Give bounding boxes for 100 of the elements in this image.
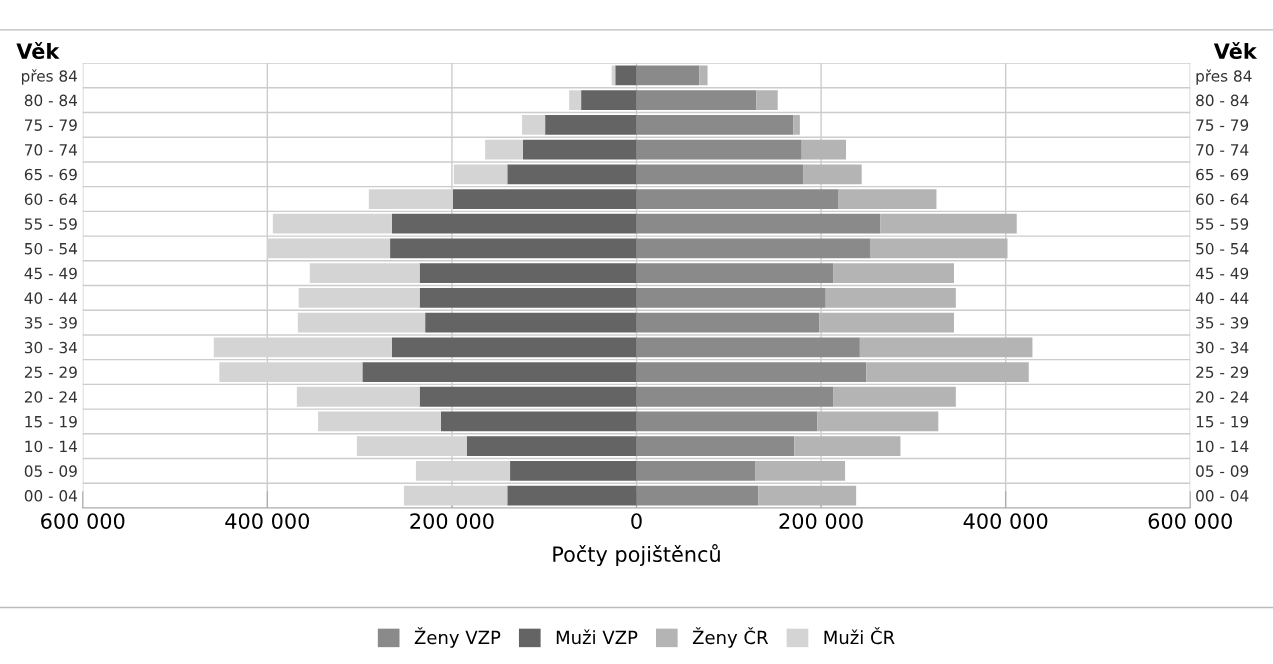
category-label: 75 - 79: [25, 119, 77, 131]
bar: [615, 65, 637, 86]
category-label: 05 - 09: [24, 465, 77, 477]
x-tick-label: 600 000: [1148, 513, 1232, 529]
bar: [507, 164, 637, 185]
category-label: 65 - 69: [24, 168, 77, 181]
bar: [510, 461, 637, 481]
category-label: 00 - 04: [24, 490, 78, 502]
bar: [758, 485, 857, 506]
bar: [391, 337, 637, 358]
bar: [699, 65, 708, 86]
bar: [318, 411, 441, 432]
bar: [803, 164, 862, 185]
category-label: 25 - 29: [24, 366, 77, 379]
y-tick-label: 60 - 64: [1196, 193, 1249, 206]
category-label: 20 - 24: [24, 391, 78, 403]
category-label: přes 84: [21, 69, 78, 85]
bar: [581, 90, 637, 111]
bar: [362, 362, 637, 382]
bar: [298, 287, 420, 308]
x-tick-label: 600 000: [41, 513, 125, 529]
legend-label: Ženy VZP: [414, 627, 501, 648]
legend-label: Muži VZP: [556, 629, 638, 645]
bar: [297, 312, 426, 333]
y-tick-label: 80 - 84: [1196, 94, 1249, 107]
category-label: 45 - 49: [24, 267, 77, 280]
x-tick-label: 400 000: [963, 513, 1048, 529]
bar: [825, 287, 956, 308]
bar: [636, 114, 794, 135]
bar: [419, 263, 637, 284]
category-label: 55 - 59: [24, 218, 77, 230]
bar: [636, 337, 860, 358]
bar: [636, 65, 700, 86]
category-label: 60 - 64: [24, 193, 78, 206]
bar: [636, 386, 834, 407]
bar: [636, 362, 867, 382]
bar: [817, 411, 939, 432]
y2-axis-title: Věk: [1213, 42, 1258, 60]
bar: [636, 411, 818, 432]
bar: [793, 114, 800, 135]
bar: [866, 362, 1029, 382]
y-tick-label: 35 - 39: [1196, 317, 1249, 329]
y-tick-label: 15 - 19: [1196, 415, 1249, 428]
x-tick-label: 200 000: [779, 513, 863, 529]
bar: [859, 337, 1033, 358]
bar: [833, 263, 954, 284]
y-tick-label: 55 - 59: [1196, 218, 1249, 230]
legend-label: Muži ČR: [824, 627, 895, 645]
bar: [870, 238, 1008, 259]
bar: [419, 287, 637, 308]
bar: [636, 213, 881, 234]
legend-label: Ženy ČR: [692, 627, 769, 648]
category-label: 15 - 19: [25, 415, 77, 428]
bar: [309, 263, 420, 284]
y-tick-label: 05 - 09: [1196, 465, 1249, 477]
bar: [880, 213, 1017, 234]
y-tick-label: 00 - 04: [1196, 490, 1249, 502]
bar: [545, 114, 637, 135]
y-tick-label: přes 84: [1196, 69, 1252, 85]
bar: [794, 436, 901, 457]
x-tick-label: 0: [631, 513, 642, 529]
bar: [419, 386, 637, 407]
bar: [452, 189, 637, 209]
y-tick-label: 65 - 69: [1196, 168, 1249, 181]
bar: [636, 164, 804, 185]
bar: [522, 139, 637, 160]
y-tick-label: 40 - 44: [1195, 292, 1249, 304]
x-tick-label: 200 000: [410, 513, 494, 529]
bar: [507, 485, 637, 506]
category-label: 10 - 14: [25, 440, 78, 453]
bar: [440, 411, 637, 432]
y-tick-label: 75 - 79: [1196, 119, 1249, 131]
category-label: 30 - 34: [24, 341, 78, 354]
category-label: 70 - 74: [25, 144, 78, 156]
category-label: 40 - 44: [24, 292, 78, 304]
category-label: 80 - 84: [24, 94, 78, 107]
bar: [636, 263, 834, 284]
y-axis-title: Věk: [16, 42, 60, 60]
bar: [838, 189, 937, 209]
x-axis-title: Počty pojištěnců: [553, 544, 720, 567]
x-tick-label: 400 000: [225, 513, 310, 529]
bar: [425, 312, 637, 333]
bar: [390, 238, 637, 259]
bar: [485, 139, 523, 160]
bar: [636, 90, 757, 111]
bar: [819, 312, 954, 333]
y-tick-label: 45 - 49: [1195, 267, 1249, 280]
y-tick-label: 25 - 29: [1196, 366, 1249, 379]
bar: [755, 461, 846, 481]
bar: [636, 287, 826, 308]
y-tick-label: 50 - 54: [1196, 242, 1249, 255]
bar: [636, 189, 839, 209]
y-tick-label: 20 - 24: [1196, 391, 1249, 403]
bar: [636, 238, 870, 259]
bar: [833, 386, 956, 407]
bar: [466, 436, 637, 457]
bar: [756, 90, 778, 111]
y-tick-label: 10 - 14: [1196, 440, 1249, 453]
bar: [569, 90, 582, 111]
category-label: 50 - 54: [24, 242, 78, 255]
